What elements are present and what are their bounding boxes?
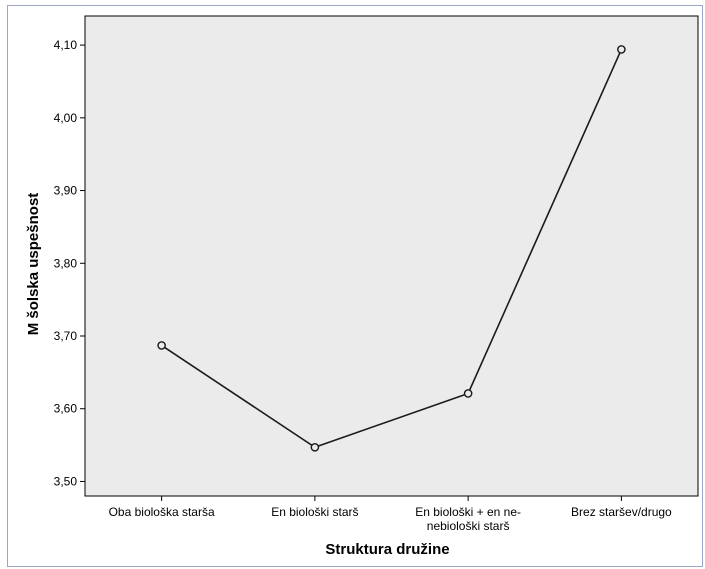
x-tick-label: Oba biološka starša	[109, 505, 215, 519]
series-markers	[157, 45, 626, 452]
x-tick-label: En biološki + en ne-nebiološki starš	[415, 505, 521, 533]
y-tick-label: 3,80	[54, 256, 78, 270]
data-point	[617, 45, 626, 54]
y-tick-label: 3,70	[54, 329, 78, 343]
data-point	[463, 389, 473, 398]
x-axis-title: Struktura družine	[325, 541, 449, 558]
y-tick-label: 4,10	[54, 38, 78, 52]
x-tick-label: En biološki starš	[271, 505, 358, 519]
data-point	[310, 442, 320, 452]
series-line	[161, 49, 623, 449]
y-axis: 3,50 3,60 3,70 3,80 3,90 4,00 4,10	[54, 38, 85, 488]
y-tick-label: 3,50	[54, 474, 78, 488]
plot-area	[84, 15, 699, 497]
y-tick-label: 4,00	[54, 111, 78, 125]
line-chart: 3,50 3,60 3,70 3,80 3,90 4,00 4,10 Oba biološk…	[25, 15, 699, 558]
y-tick-label: 3,90	[54, 184, 78, 198]
chart-frame: 3,50 3,60 3,70 3,80 3,90 4,00 4,10 Oba biološk…	[7, 5, 703, 567]
data-point	[157, 341, 166, 350]
y-axis-title: M šolska uspešnost	[25, 193, 42, 336]
x-axis: Oba biološka starša En biološki starš En b…	[109, 496, 672, 533]
y-tick-label: 3,60	[54, 402, 78, 416]
x-tick-label: Brez staršev/drugo	[571, 505, 672, 519]
